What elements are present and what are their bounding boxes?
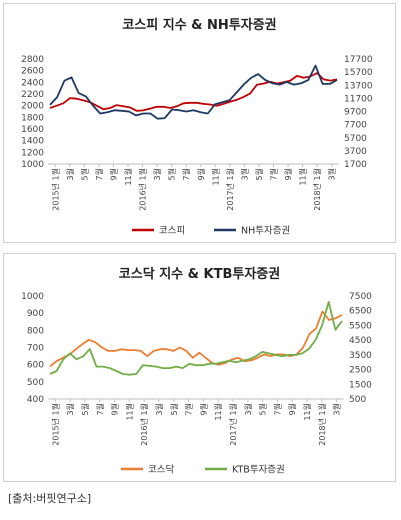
left-axis-tick: 1200 — [21, 148, 44, 158]
right-axis-tick: 17700 — [344, 55, 373, 65]
right-axis-tick: 3500 — [349, 351, 372, 361]
x-tick-label: 2015년 1월 — [50, 403, 60, 446]
right-axis-tick: 1700 — [344, 160, 367, 170]
left-axis-tick: 2600 — [21, 67, 44, 77]
x-tick-label: 11월 — [298, 168, 308, 186]
left-axis-tick: 1800 — [21, 113, 44, 123]
right-axis-tick: 7500 — [349, 292, 372, 302]
x-tick-label: 2016년 1월 — [138, 168, 148, 211]
x-tick-label: 3월 — [332, 403, 342, 415]
right-axis-tick: 11700 — [344, 94, 373, 104]
x-tick-label: 2015년 1월 — [50, 168, 60, 211]
x-tick-label: 7월 — [94, 168, 104, 180]
x-tick-label: 2016년 1월 — [139, 403, 149, 446]
chart2-title: 코스닥 지수 & KTB투자증권 — [118, 267, 281, 282]
x-tick-label: 7월 — [181, 168, 191, 180]
left-axis-tick: 1000 — [21, 292, 44, 302]
series-line-2 — [49, 64, 338, 120]
x-tick-label: 9월 — [110, 403, 120, 415]
x-tick-label: 5월 — [80, 403, 90, 415]
left-axis-tick: 1400 — [21, 137, 44, 147]
right-axis-tick: 3700 — [344, 147, 367, 157]
x-tick-label: 7월 — [272, 403, 282, 415]
left-axis-tick: 400 — [27, 395, 44, 405]
kospi-nh-chart-panel: 코스피 지수 & NH투자증권 1000 1200 1400 1600 1800 2000… — [3, 3, 396, 243]
right-axis-tick: 5500 — [349, 321, 372, 331]
x-tick-label: 2018년 1월 — [312, 168, 322, 211]
x-tick-label: 9월 — [108, 168, 118, 180]
x-tick-label: 7월 — [269, 168, 279, 180]
chart2-svg: 400 500 600 700 800 900 1000 500 1500 2500 3500 450… — [21, 292, 372, 476]
right-axis-tick: 4500 — [349, 336, 372, 346]
right-axis-tick: 15700 — [344, 68, 373, 78]
series-line-1 — [49, 72, 338, 112]
chart1-title: 코스피 지수 & NH투자증권 — [122, 18, 277, 33]
right-axis-tick: 13700 — [344, 81, 373, 91]
source-caption: [출처:버핏연구소] — [8, 492, 92, 505]
x-tick-label: 11월 — [123, 168, 133, 186]
right-axis-tick: 7700 — [344, 121, 367, 131]
x-tick-label: 3월 — [154, 403, 164, 415]
x-tick-label: 3월 — [65, 168, 75, 180]
x-tick-label: 7월 — [95, 403, 105, 415]
legend-label: KTB투자증권 — [232, 464, 285, 476]
left-axis-tick: 900 — [27, 309, 44, 319]
x-tick-label: 3월 — [327, 168, 337, 180]
x-tick-label: 9월 — [196, 168, 206, 180]
left-axis-tick: 500 — [27, 378, 44, 388]
x-tick-label: 9월 — [283, 168, 293, 180]
left-axis-tick: 700 — [27, 344, 44, 354]
x-tick-label: 3월 — [152, 168, 162, 180]
x-tick-label: 2017년 1월 — [228, 403, 238, 446]
legend-label: NH투자증권 — [241, 225, 290, 237]
left-axis-tick: 1600 — [21, 125, 44, 135]
x-tick-label: 3월 — [239, 168, 249, 180]
left-axis-tick: 2200 — [21, 90, 44, 100]
right-axis-tick: 9700 — [344, 108, 367, 118]
x-tick-label: 5월 — [169, 403, 179, 415]
x-tick-label: 11월 — [213, 403, 223, 421]
left-axis-tick: 2800 — [21, 55, 44, 65]
right-axis-tick: 6500 — [349, 307, 372, 317]
x-tick-label: 9월 — [198, 403, 208, 415]
series-line-2 — [49, 301, 343, 376]
right-axis-tick: 5700 — [344, 134, 367, 144]
right-axis-tick: 2500 — [349, 366, 372, 376]
legend-label: 코스피 — [159, 226, 185, 237]
x-tick-label: 2017년 1월 — [225, 168, 235, 211]
x-tick-label: 11월 — [302, 403, 312, 421]
left-axis-tick: 800 — [27, 326, 44, 336]
x-tick-label: 3월 — [243, 403, 253, 415]
right-axis-tick: 1500 — [349, 380, 372, 390]
x-tick-label: 11월 — [210, 168, 220, 186]
left-axis-tick: 2400 — [21, 78, 44, 88]
x-tick-label: 11월 — [124, 403, 134, 421]
left-axis-tick: 2000 — [21, 102, 44, 112]
x-tick-label: 5월 — [167, 168, 177, 180]
x-tick-label: 5월 — [254, 168, 264, 180]
x-tick-label: 7월 — [184, 403, 194, 415]
x-tick-label: 2018년 1월 — [317, 403, 327, 446]
left-axis-tick: 600 — [27, 361, 44, 371]
x-tick-label: 9월 — [287, 403, 297, 415]
left-axis-tick: 1000 — [21, 160, 44, 170]
right-axis-tick: 500 — [349, 395, 366, 405]
x-tick-label: 5월 — [258, 403, 268, 415]
x-tick-label: 3월 — [65, 403, 75, 415]
x-tick-label: 5월 — [79, 168, 89, 180]
kosdaq-ktb-chart-panel: 코스닥 지수 & KTB투자증권 400 500 600 700 800 900 1000 5… — [3, 253, 396, 482]
legend-label: 코스닥 — [148, 465, 174, 476]
